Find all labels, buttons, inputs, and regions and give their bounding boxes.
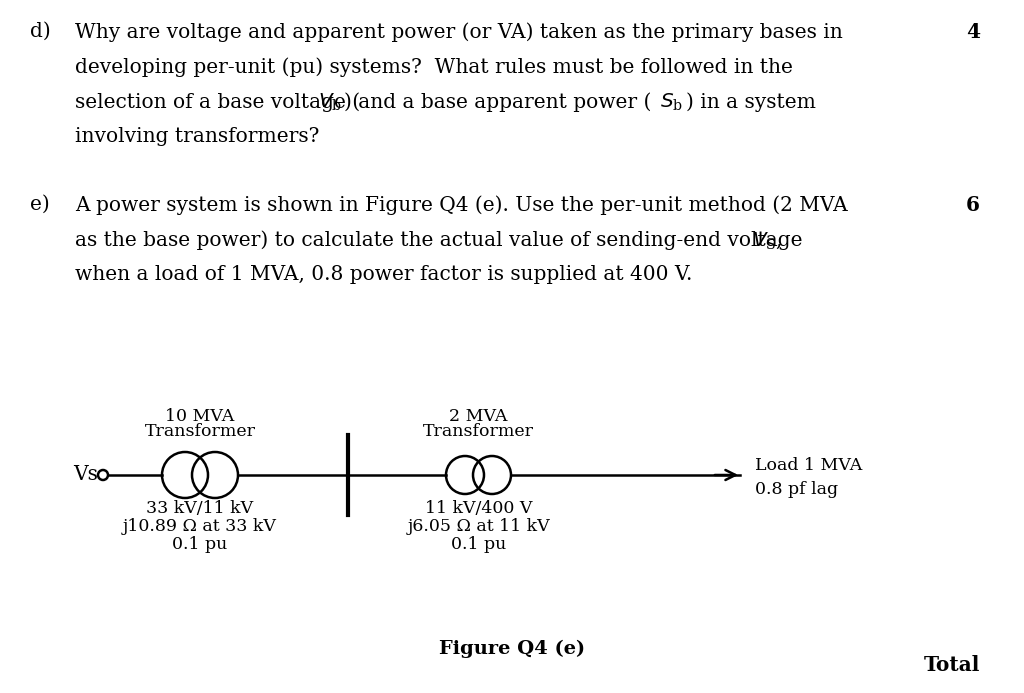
- Text: 0.1 pu: 0.1 pu: [451, 536, 506, 553]
- Text: Total: Total: [924, 655, 980, 675]
- Text: $V_\mathregular{S}$,: $V_\mathregular{S}$,: [752, 230, 782, 251]
- Text: j6.05 Ω at 11 kV: j6.05 Ω at 11 kV: [408, 518, 550, 535]
- Text: Figure Q4 (e): Figure Q4 (e): [439, 640, 585, 658]
- Text: 4: 4: [966, 22, 980, 42]
- Text: e): e): [30, 195, 50, 214]
- Text: Why are voltage and apparent power (or VA) taken as the primary bases in: Why are voltage and apparent power (or V…: [75, 22, 843, 42]
- Text: as the base power) to calculate the actual value of sending-end voltage: as the base power) to calculate the actu…: [75, 230, 803, 249]
- Text: ) in a system: ) in a system: [686, 92, 816, 112]
- Text: ) and a base apparent power (: ) and a base apparent power (: [344, 92, 651, 112]
- Text: 0.8 pf lag: 0.8 pf lag: [755, 480, 838, 498]
- Text: Vs: Vs: [73, 466, 98, 484]
- Text: $S_\mathregular{b}$: $S_\mathregular{b}$: [660, 92, 683, 113]
- Text: when a load of 1 MVA, 0.8 power factor is supplied at 400 V.: when a load of 1 MVA, 0.8 power factor i…: [75, 265, 692, 284]
- Text: Transformer: Transformer: [144, 423, 256, 440]
- Text: $V_\mathregular{b}$: $V_\mathregular{b}$: [318, 92, 342, 113]
- Text: d): d): [30, 22, 51, 41]
- Text: 11 kV/400 V: 11 kV/400 V: [425, 500, 532, 517]
- Text: 10 MVA: 10 MVA: [165, 408, 234, 425]
- Text: 2 MVA: 2 MVA: [450, 408, 508, 425]
- Text: Transformer: Transformer: [423, 423, 534, 440]
- Text: Load 1 MVA: Load 1 MVA: [755, 457, 862, 473]
- Text: selection of a base voltage (: selection of a base voltage (: [75, 92, 360, 112]
- Text: 33 kV/11 kV: 33 kV/11 kV: [146, 500, 254, 517]
- Text: j10.89 Ω at 33 kV: j10.89 Ω at 33 kV: [123, 518, 276, 535]
- Text: involving transformers?: involving transformers?: [75, 127, 319, 146]
- Text: 0.1 pu: 0.1 pu: [172, 536, 227, 553]
- Text: 6: 6: [966, 195, 980, 215]
- Text: A power system is shown in Figure Q4 (e). Use the per-unit method (2 MVA: A power system is shown in Figure Q4 (e)…: [75, 195, 848, 215]
- Text: developing per-unit (pu) systems?  What rules must be followed in the: developing per-unit (pu) systems? What r…: [75, 57, 793, 77]
